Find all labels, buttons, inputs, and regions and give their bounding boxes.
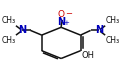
Text: +: + — [64, 20, 69, 26]
Text: −: − — [65, 9, 72, 18]
Text: N: N — [18, 25, 26, 35]
Text: CH₃: CH₃ — [1, 16, 15, 25]
Text: CH₃: CH₃ — [106, 16, 120, 25]
Text: CH₃: CH₃ — [1, 36, 15, 45]
Text: CH₃: CH₃ — [106, 36, 120, 45]
Text: N: N — [57, 17, 65, 27]
Text: O: O — [58, 10, 65, 19]
Text: N: N — [95, 25, 103, 35]
Text: OH: OH — [82, 51, 95, 60]
